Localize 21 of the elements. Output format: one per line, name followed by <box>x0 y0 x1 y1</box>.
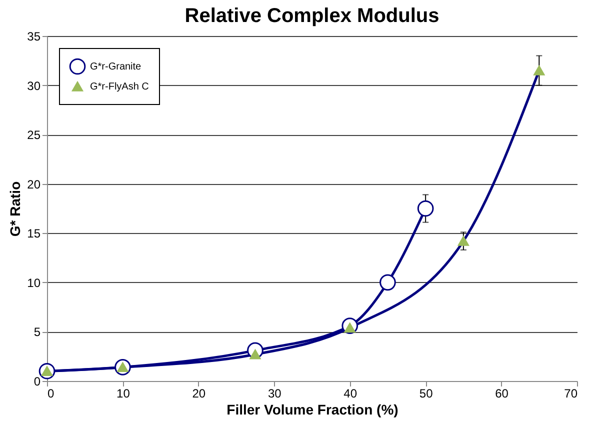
x-tick-label: 0 <box>48 386 54 400</box>
x-tick-label: 60 <box>495 386 509 400</box>
x-tick-label: 20 <box>192 386 206 400</box>
x-tick-label: 10 <box>116 386 130 400</box>
y-tick-label: 5 <box>34 325 41 340</box>
x-tick-label: 40 <box>344 386 358 400</box>
y-tick-label: 15 <box>27 226 41 241</box>
y-tick-label: 35 <box>27 30 41 44</box>
y-axis-title: G* Ratio <box>7 181 24 237</box>
legend-label: G*r-FlyAsh C <box>90 82 149 92</box>
x-tick-label: 50 <box>419 386 434 400</box>
chart-title: Relative Complex Modulus <box>184 5 440 27</box>
y-tick-label: 20 <box>27 177 41 192</box>
y-tick-label: 25 <box>27 128 41 142</box>
y-tick-label: 30 <box>27 78 41 93</box>
y-tick-label: 0 <box>34 374 41 388</box>
x-tick-label: 70 <box>564 386 578 400</box>
x-axis-title: Filler Volume Fraction (%) <box>226 402 398 418</box>
legend-label: G*r-Granite <box>90 62 142 72</box>
y-tick-label: 10 <box>27 276 41 290</box>
x-tick-label: 30 <box>268 386 282 400</box>
